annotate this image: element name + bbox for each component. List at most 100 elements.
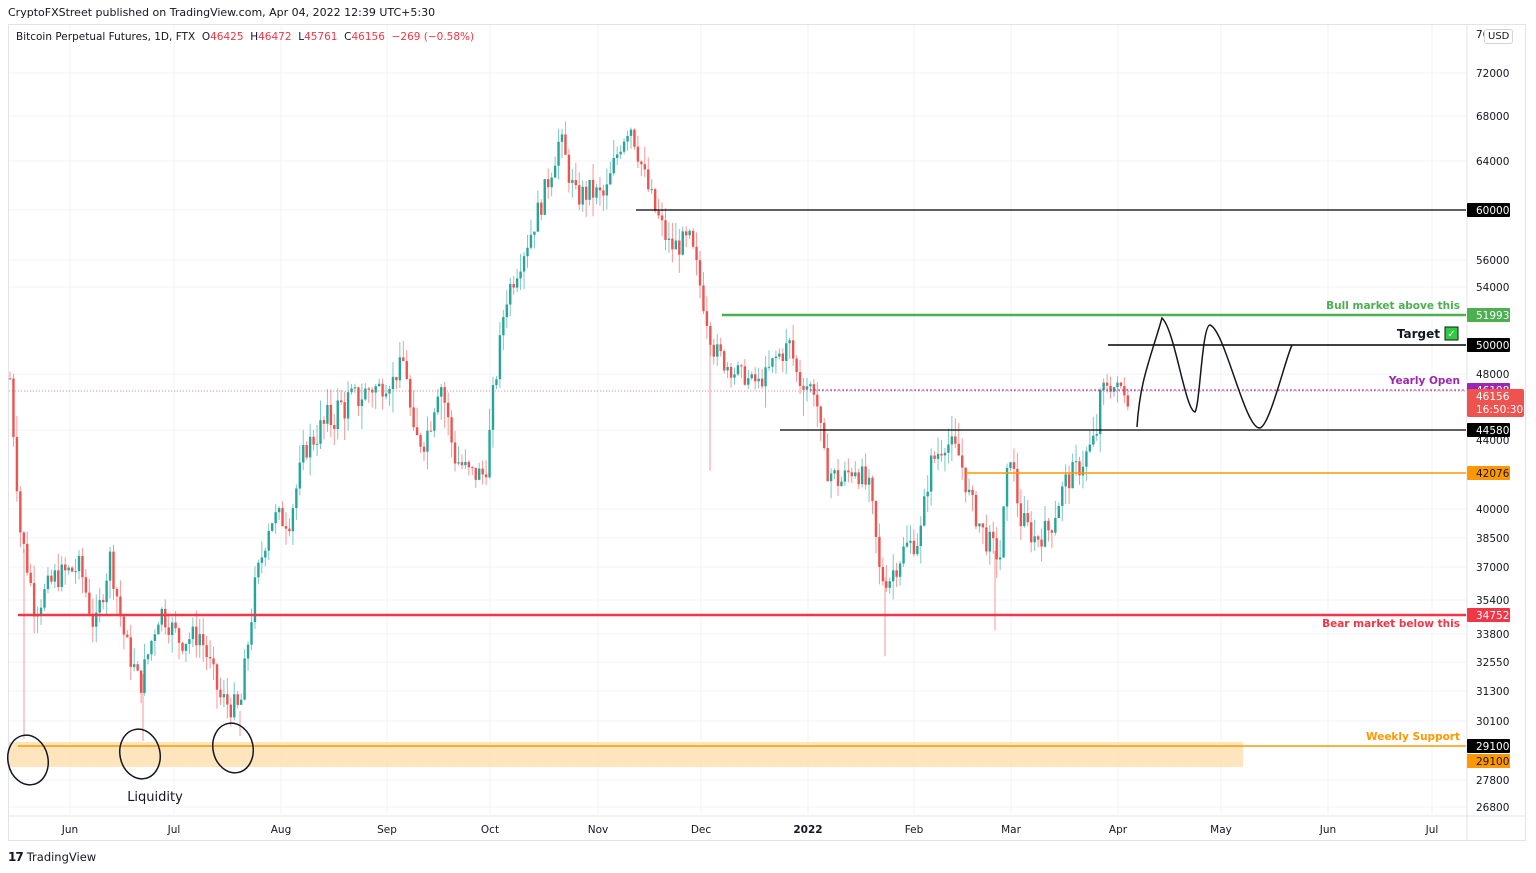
candle-body (433, 412, 436, 431)
candle-body (550, 177, 553, 188)
candle-body (302, 445, 305, 463)
x-tick-label: Oct (481, 824, 499, 836)
weekly-support-label: Weekly Support (1366, 731, 1460, 743)
candle-body (122, 616, 126, 635)
candle-body (560, 134, 564, 142)
candle-body (616, 154, 619, 159)
candle-body (53, 570, 57, 582)
candle-body (360, 399, 364, 407)
candle-body (1047, 520, 1050, 531)
candle-body (964, 467, 967, 493)
candle-body (426, 430, 429, 452)
candle-body (153, 634, 157, 641)
candle-body (412, 407, 415, 428)
candle-body (812, 384, 816, 395)
symbol-name[interactable]: Bitcoin Perpetual Futures, 1D, FTX (16, 31, 196, 43)
candle-body (622, 141, 626, 152)
tradingview-brand[interactable]: TradingView (26, 850, 97, 864)
candle-body (112, 551, 115, 589)
candle-body (571, 180, 574, 183)
candle-body (467, 461, 471, 468)
candle-body (1036, 536, 1040, 540)
candle-body (60, 564, 63, 588)
y-tick-label: 37000 (1476, 562, 1509, 574)
candle-body (1067, 474, 1071, 489)
candle-body (119, 596, 122, 617)
candle-body (557, 141, 560, 166)
candle-body (415, 427, 419, 436)
candle-body (826, 448, 829, 482)
candle-body (902, 546, 905, 564)
candle-body (871, 477, 874, 502)
candle-body (108, 551, 112, 581)
candle-body (605, 184, 609, 196)
candle-body (226, 694, 229, 705)
candle-body (947, 444, 950, 453)
candle-body (536, 202, 540, 232)
candle-body (754, 374, 757, 382)
candle-body (719, 344, 722, 352)
y-tick-label: 32550 (1476, 657, 1509, 669)
candle-body (402, 357, 405, 362)
candle-body (791, 340, 795, 359)
candle-body (1088, 444, 1092, 452)
candle-body (1012, 462, 1016, 469)
candle-body (26, 543, 29, 573)
candle-body (308, 436, 312, 458)
candle-body (19, 491, 22, 533)
high-label: H (250, 31, 259, 43)
candle-body (422, 446, 426, 452)
check-mark-icon: ✓ (1447, 329, 1455, 340)
candle-body (474, 467, 477, 480)
candle-body (333, 424, 336, 430)
x-tick-label: 2022 (793, 824, 822, 836)
x-tick-label: Jun (1319, 824, 1336, 836)
candle-body (992, 531, 995, 539)
support-44580-price-tag (1467, 423, 1510, 437)
candle-body (567, 154, 571, 183)
candle-body (885, 581, 888, 588)
weekly-support-price-tag-text: 29100 (1476, 741, 1509, 753)
candle-body (471, 467, 474, 469)
candle-body (564, 134, 567, 155)
candle-body (647, 169, 650, 190)
x-tick-label: Apr (1109, 824, 1128, 836)
currency-button[interactable]: USD (1484, 29, 1514, 44)
candle-body (509, 284, 512, 305)
candle-body (843, 470, 847, 482)
bear-line-price-tag (1467, 608, 1510, 622)
candle-body (1071, 462, 1074, 489)
candle-body (1092, 435, 1095, 445)
candle-body (319, 420, 322, 444)
candle-body (88, 592, 91, 614)
y-tick-label: 33800 (1476, 629, 1509, 641)
y-tick-label: 40000 (1476, 504, 1509, 516)
candle-body (705, 311, 709, 326)
candle-body (29, 572, 32, 584)
candle-body (481, 468, 484, 475)
candle-body (229, 704, 232, 718)
candle-body (743, 366, 747, 385)
target-line-price-tag (1467, 338, 1510, 352)
tradingview-footer: 17 TradingView (8, 850, 96, 864)
candle-body (581, 186, 584, 205)
candle-body (1009, 462, 1012, 468)
y-tick-label: 35400 (1476, 595, 1509, 607)
candle-body (264, 550, 267, 558)
candle-body (101, 599, 105, 603)
candle-body (188, 639, 191, 644)
candle-body (895, 570, 898, 577)
candle-body (995, 538, 998, 560)
x-tick-label: Feb (905, 824, 924, 836)
candle-body (691, 230, 695, 247)
candle-body (257, 562, 260, 578)
candle-body (1119, 382, 1123, 387)
candle-body (864, 466, 867, 485)
candle-body (816, 394, 819, 407)
candle-body (923, 496, 926, 526)
candle-body (284, 526, 288, 529)
y-tick-label: 26800 (1476, 802, 1509, 814)
candle-body (905, 542, 909, 547)
candle-body (802, 385, 805, 390)
